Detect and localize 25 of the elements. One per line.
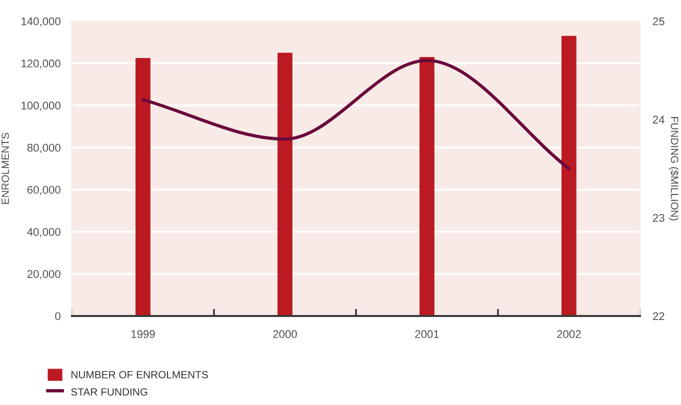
y-tick-label: 0 (55, 312, 60, 320)
legend-label: STAR FUNDING (71, 388, 148, 396)
y2-tick-label: 22 (652, 312, 664, 320)
bar (420, 56, 434, 316)
y2-axis-title: FUNDING ($MILLION) (668, 117, 679, 220)
y2-tick-label: 23 (652, 214, 664, 222)
y-axis-title: ENROLMENTS (2, 132, 9, 204)
y-tick-label: 20,000 (27, 270, 60, 280)
y2-tick-label: 24 (652, 116, 664, 124)
x-tick-label: 1999 (131, 330, 155, 338)
x-tick-label: 2000 (273, 330, 297, 338)
x-tick-label: 2001 (415, 330, 439, 338)
y-tick-label: 40,000 (27, 228, 60, 238)
bar (278, 52, 292, 316)
bar (561, 36, 576, 316)
x-tick-label: 2002 (557, 330, 581, 338)
bar (136, 58, 150, 316)
line-series (141, 58, 571, 170)
y-tick-label: 140,000 (22, 17, 60, 27)
y-tick-label: 60,000 (27, 186, 60, 196)
y-tick-label: 120,000 (22, 60, 60, 69)
y-tick-label: 80,000 (27, 144, 60, 153)
y2-tick-label: 25 (652, 17, 664, 26)
legend-label: NUMBER OF ENROLMENTS (72, 371, 208, 378)
y-tick-label: 100,000 (22, 102, 60, 111)
